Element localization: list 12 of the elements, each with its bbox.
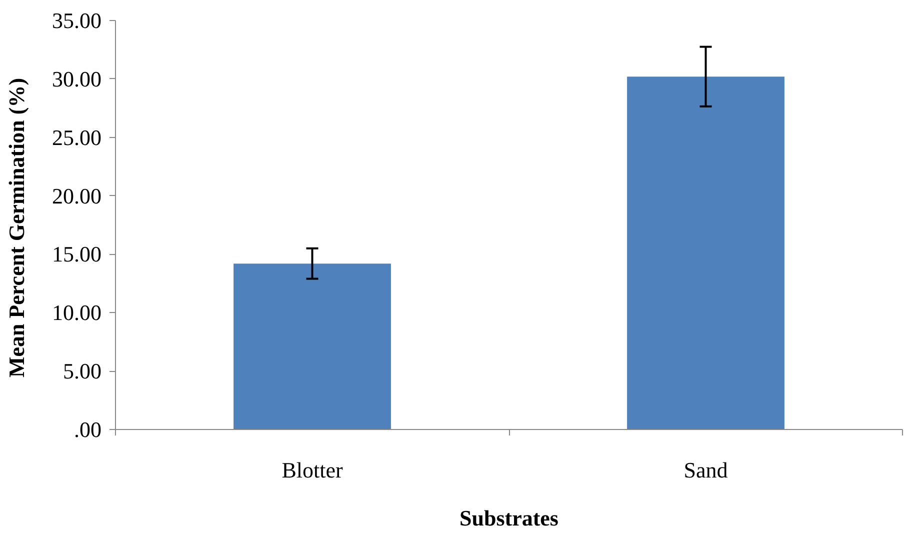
y-axis-title: Mean Percent Germination (%) (4, 78, 29, 378)
y-tick-label: .00 (74, 417, 102, 442)
x-tick-label: Sand (684, 458, 728, 482)
y-tick-label: 15.00 (52, 242, 102, 267)
y-tick-label: 30.00 (52, 66, 102, 92)
y-tick-label: 10.00 (52, 300, 102, 326)
x-tick-label: Blotter (282, 458, 344, 482)
y-tick-label: 5.00 (63, 358, 102, 384)
y-tick-label: 35.00 (52, 8, 102, 33)
y-tick-label: 20.00 (52, 183, 102, 208)
y-tick-label: 25.00 (52, 124, 102, 150)
x-axis-title: Substrates (459, 506, 559, 530)
